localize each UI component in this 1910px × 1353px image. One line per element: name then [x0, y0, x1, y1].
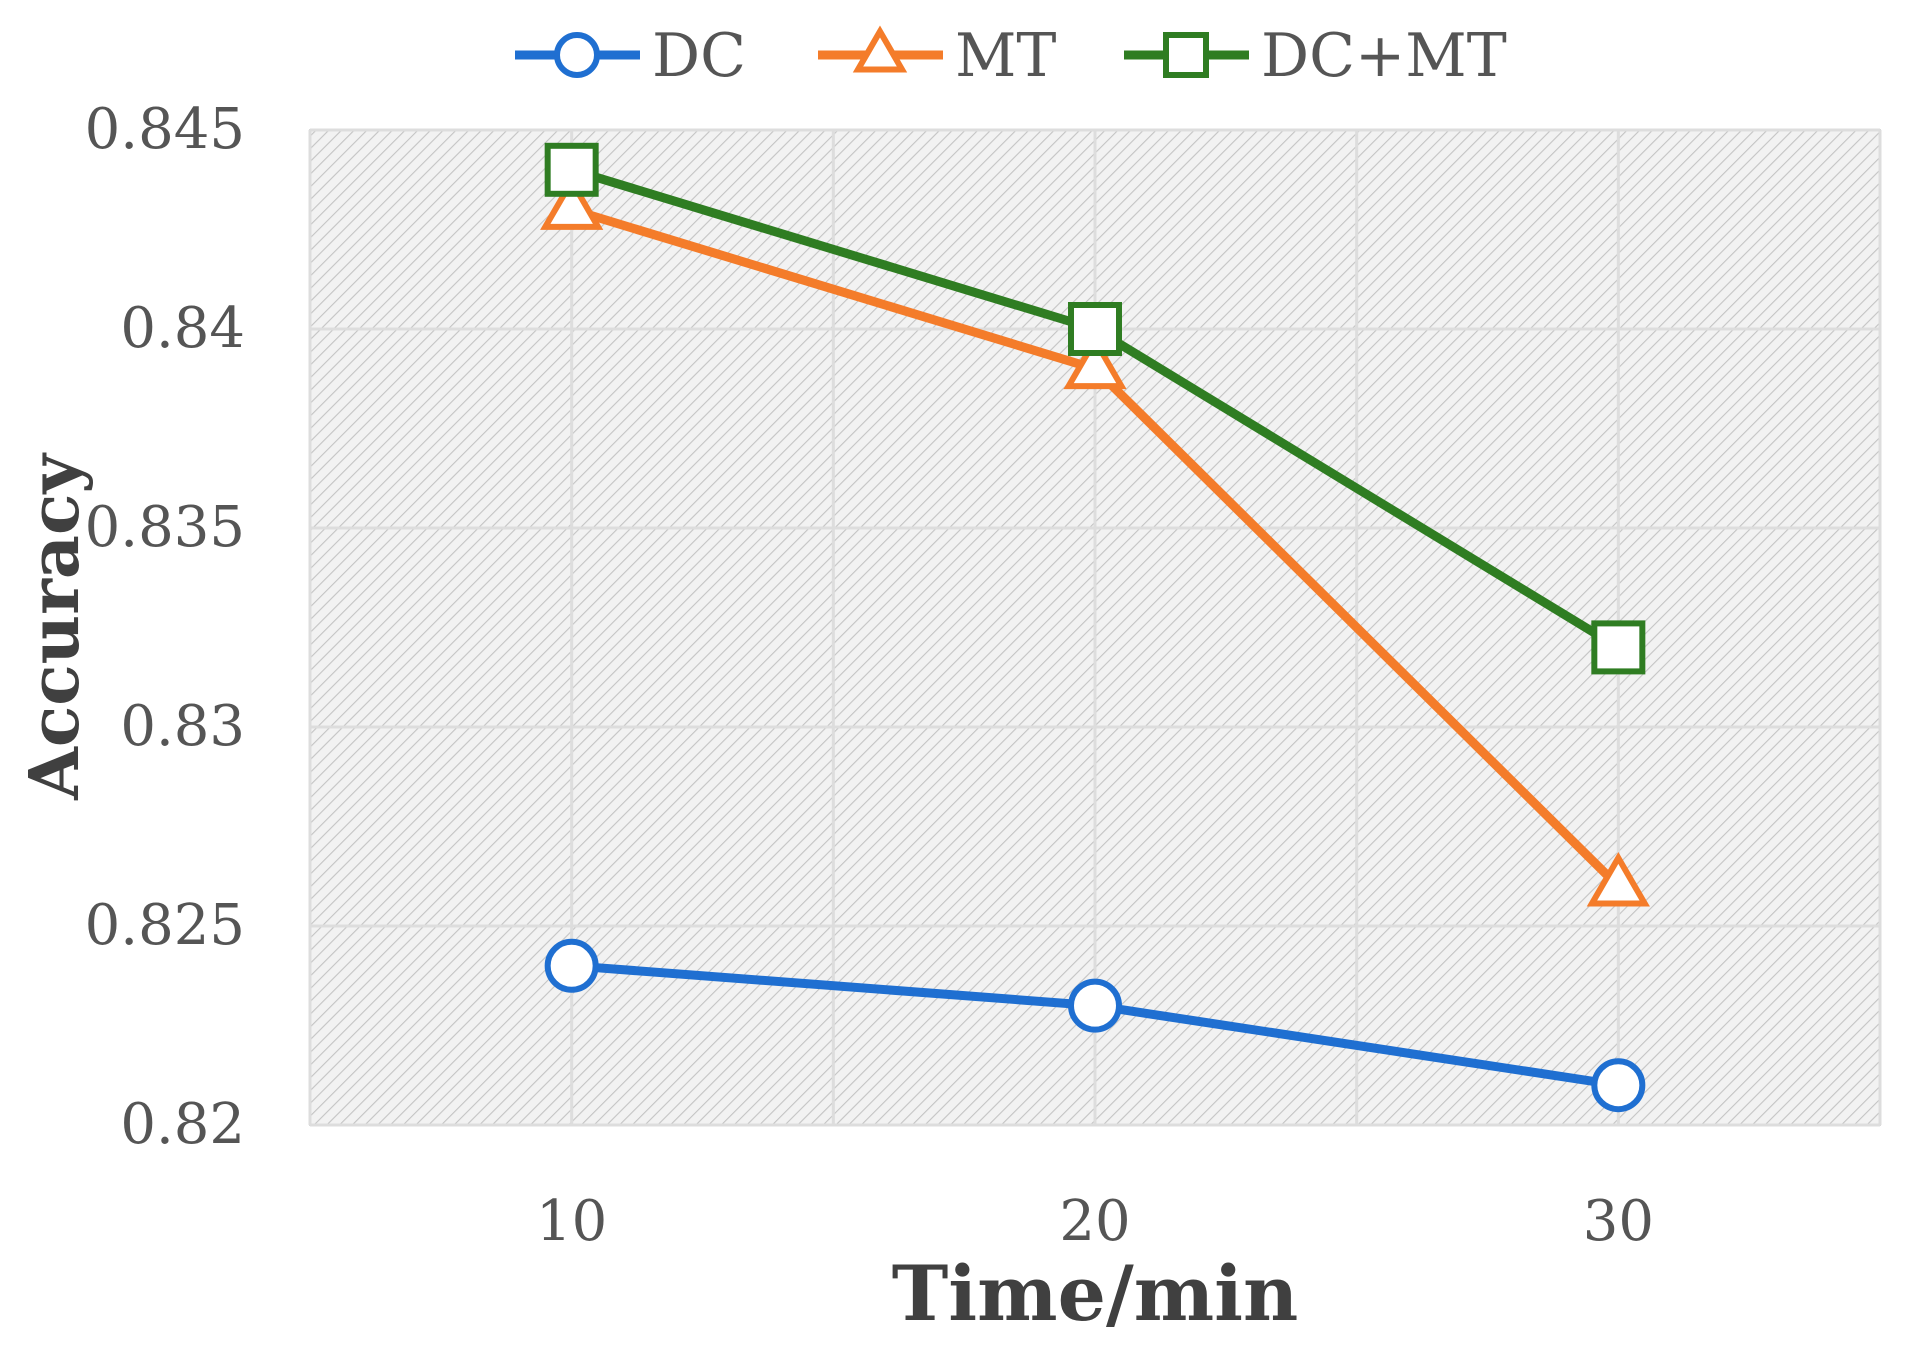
data-point-mt [1586, 851, 1650, 907]
data-point-dc [1068, 978, 1122, 1033]
legend: DC MT DC+MT [515, 21, 1507, 91]
y-tick-label: 0.84 [120, 296, 245, 361]
y-tick-label: 0.845 [85, 97, 245, 162]
gridlines [308, 128, 1882, 1127]
y-tick-label: 0.82 [120, 1092, 245, 1157]
series-lines [540, 142, 1650, 1113]
legend-item-mt: MT [818, 21, 1056, 91]
data-point-mt [540, 175, 604, 230]
data-point-dc-mt [544, 142, 599, 197]
y-tick-label: 0.825 [85, 893, 245, 958]
series-dc [544, 938, 1646, 1113]
series-dc-mt [544, 142, 1646, 675]
data-point-dc [544, 938, 599, 993]
data-point-dc [1591, 1058, 1646, 1113]
legend-label-mt: MT [955, 21, 1056, 91]
data-point-dc-mt [1068, 302, 1122, 356]
x-tick-label: 10 [536, 1189, 607, 1254]
legend-marker-dc [554, 32, 600, 78]
y-tick-label: 0.835 [85, 495, 245, 560]
legend-item-dc: DC [515, 21, 746, 91]
legend-label-dc: DC [652, 21, 746, 91]
data-point-mt [1063, 334, 1127, 390]
x-axis-ticks: 10 20 30 [536, 1189, 1654, 1254]
x-tick-label: 30 [1583, 1189, 1654, 1254]
y-tick-label: 0.83 [120, 694, 245, 759]
legend-marker-dc-mt [1163, 32, 1209, 78]
legend-marker-mt [852, 25, 908, 73]
y-axis-ticks: 0.82 0.825 0.83 0.835 0.84 0.845 [85, 97, 245, 1157]
y-axis-title: Accuracy [15, 452, 95, 801]
series-mt [540, 175, 1650, 907]
legend-label-dc-mt: DC+MT [1261, 21, 1507, 91]
x-tick-label: 20 [1059, 1189, 1130, 1254]
x-axis-title: Time/min [892, 1249, 1299, 1338]
data-point-dc-mt [1591, 620, 1646, 675]
legend-item-dc-mt: DC+MT [1124, 21, 1507, 91]
